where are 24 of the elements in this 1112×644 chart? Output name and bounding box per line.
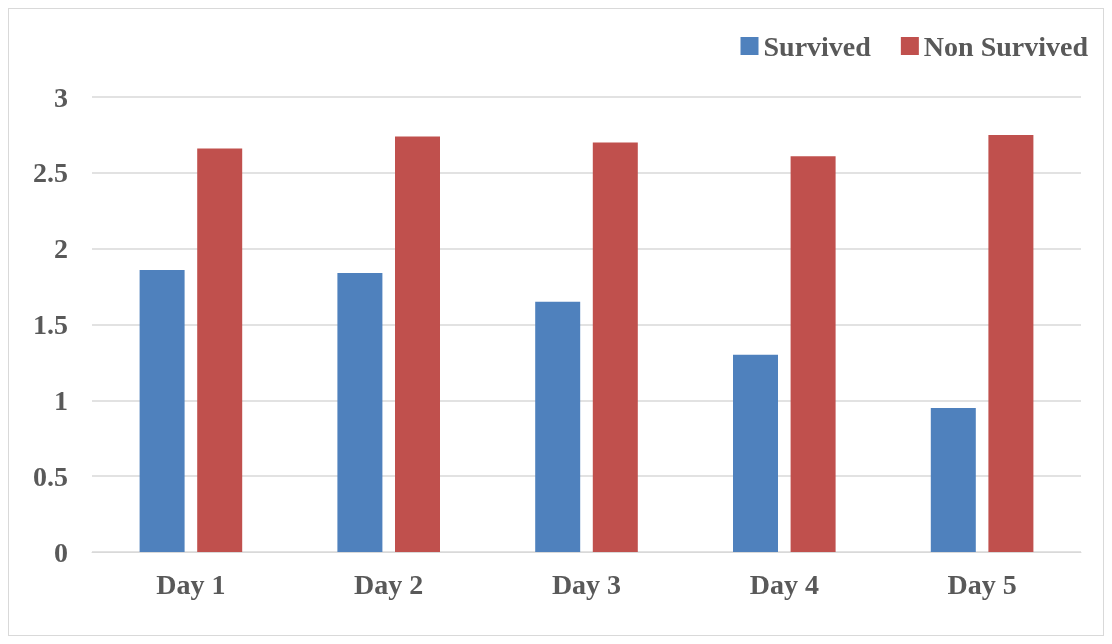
bar <box>197 148 243 552</box>
bar <box>337 272 383 552</box>
y-tick-label: 0 <box>54 536 68 568</box>
x-tick-label: Day 3 <box>551 568 622 600</box>
bar <box>535 301 581 552</box>
y-tick-label: 1 <box>54 384 68 416</box>
bar <box>733 354 778 552</box>
x-tick-label: Day 4 <box>749 568 819 600</box>
legend-label: Survived <box>763 30 872 62</box>
x-tick-label: Day 1 <box>156 568 226 600</box>
bar <box>395 136 440 552</box>
bar <box>592 142 638 552</box>
x-tick-label: Day 5 <box>947 568 1017 600</box>
y-tick-label: 2 <box>54 233 68 265</box>
y-tick-label: 3 <box>54 81 68 113</box>
bar <box>790 156 836 552</box>
bar <box>930 407 976 552</box>
y-tick-label: 2.5 <box>33 157 68 189</box>
x-tick-label: Day 2 <box>354 568 424 600</box>
bar <box>139 269 185 552</box>
y-tick-label: 1.5 <box>33 309 68 340</box>
legend-label: Non Survived <box>923 30 1089 62</box>
bar <box>988 134 1034 552</box>
y-tick-label: 0.5 <box>33 460 68 492</box>
